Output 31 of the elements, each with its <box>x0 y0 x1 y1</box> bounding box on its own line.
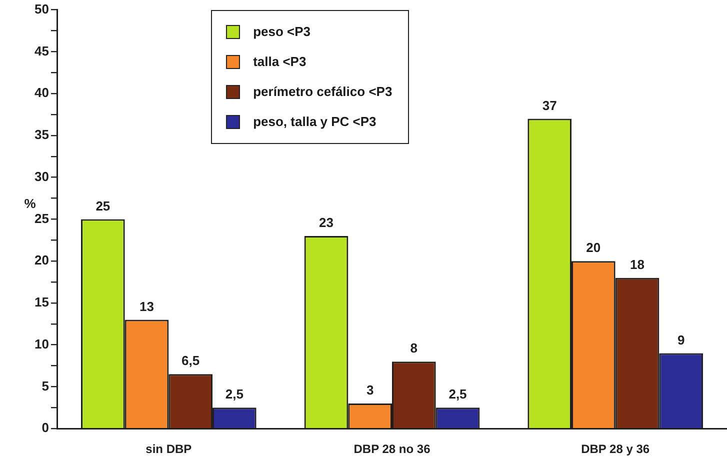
data-label: 2,5 <box>448 386 467 402</box>
x-tick-label: DBP 28 no 36 <box>354 442 431 456</box>
data-label: 18 <box>630 256 644 272</box>
data-label: 3 <box>366 382 374 398</box>
y-tick-label: 20 <box>34 252 49 268</box>
data-label: 2,5 <box>225 386 244 402</box>
legend-label: talla <P3 <box>253 54 306 70</box>
y-tick-label: 35 <box>34 127 49 142</box>
x-tick-label: DBP 28 y 36 <box>581 442 650 456</box>
legend-label: perímetro cefálico <P3 <box>253 84 392 100</box>
data-label: 6,5 <box>182 353 200 368</box>
data-label: 23 <box>319 215 334 230</box>
legend-label: peso <P3 <box>253 24 311 40</box>
legend-label: peso, talla y PC <P3 <box>253 114 376 130</box>
data-label: 13 <box>140 298 154 314</box>
y-tick-label: 5 <box>42 378 49 394</box>
y-tick-label: 50 <box>34 1 49 16</box>
y-tick-label: 25 <box>34 210 49 226</box>
data-label: 37 <box>542 98 557 113</box>
y-tick-label: 0 <box>42 420 49 436</box>
data-label: 25 <box>96 198 110 214</box>
y-tick-label: 40 <box>34 85 49 100</box>
data-label: 8 <box>410 340 418 356</box>
data-label: 9 <box>677 332 685 348</box>
data-label: 20 <box>586 240 601 256</box>
y-tick-label: 15 <box>34 294 49 310</box>
y-tick-label: 10 <box>34 336 49 352</box>
x-tick-label: sin DBP <box>146 442 192 456</box>
y-axis-title: % <box>24 196 36 212</box>
y-tick-label: 30 <box>34 168 49 184</box>
y-tick-label: 45 <box>34 43 49 58</box>
